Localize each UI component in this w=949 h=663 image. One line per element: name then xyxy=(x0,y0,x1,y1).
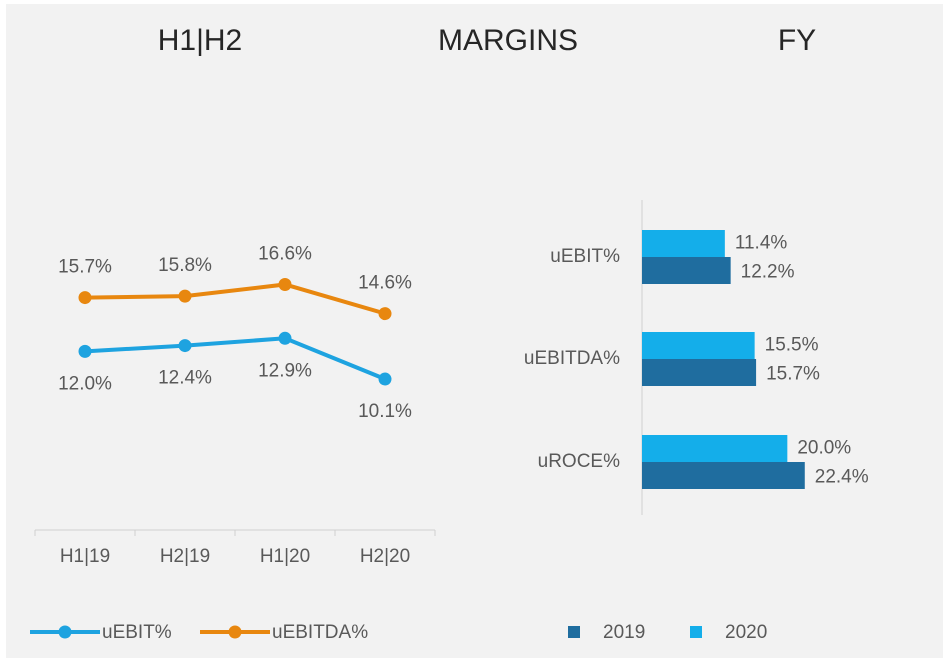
data-label: 12.2% xyxy=(741,262,795,283)
legend-marker xyxy=(58,625,72,639)
bar xyxy=(642,435,788,462)
data-label: 12.0% xyxy=(58,373,112,394)
data-label: 11.4% xyxy=(735,233,788,254)
y-tick-label: uEBIT% xyxy=(550,246,620,267)
x-tick-label: H1|20 xyxy=(260,546,310,567)
marker xyxy=(278,277,292,291)
data-label: 12.4% xyxy=(158,368,212,389)
marker xyxy=(278,331,292,345)
y-tick-label: uROCE% xyxy=(538,451,620,472)
data-label: 16.6% xyxy=(258,243,312,264)
header-title: H1|H2 xyxy=(158,24,243,57)
bar xyxy=(642,462,805,489)
header-title: MARGINS xyxy=(438,24,578,57)
data-label: 20.0% xyxy=(797,438,851,459)
legend-swatch xyxy=(568,626,580,638)
bar xyxy=(642,332,755,359)
legend-label: uEBITDA% xyxy=(272,622,368,643)
legend-swatch xyxy=(690,626,702,638)
x-tick-label: H1|19 xyxy=(60,546,110,567)
legend-marker xyxy=(228,625,242,639)
data-label: 12.9% xyxy=(258,360,312,381)
legend-label: 2019 xyxy=(603,622,645,643)
line xyxy=(84,282,386,316)
marker xyxy=(378,307,392,321)
marker xyxy=(378,372,392,386)
data-label: 10.1% xyxy=(358,401,412,422)
marker xyxy=(178,289,192,303)
data-label: 15.5% xyxy=(765,335,819,356)
marker xyxy=(78,344,92,358)
data-label: 15.7% xyxy=(766,364,820,385)
marker xyxy=(178,339,192,353)
bar xyxy=(642,359,757,386)
bar xyxy=(642,257,731,284)
data-label: 15.7% xyxy=(58,257,112,278)
marker xyxy=(78,291,92,305)
y-tick-label: uEBITDA% xyxy=(524,348,620,369)
legend-label: 2020 xyxy=(725,622,767,643)
x-tick-label: H2|19 xyxy=(160,546,210,567)
legend-label: uEBIT% xyxy=(102,622,172,643)
header-title: FY xyxy=(778,24,816,57)
line xyxy=(84,336,386,381)
data-label: 15.8% xyxy=(158,255,212,276)
x-tick-label: H2|20 xyxy=(360,546,410,567)
data-label: 14.6% xyxy=(358,273,412,294)
panel xyxy=(6,4,943,658)
bar xyxy=(642,230,725,257)
data-label: 22.4% xyxy=(815,467,869,488)
